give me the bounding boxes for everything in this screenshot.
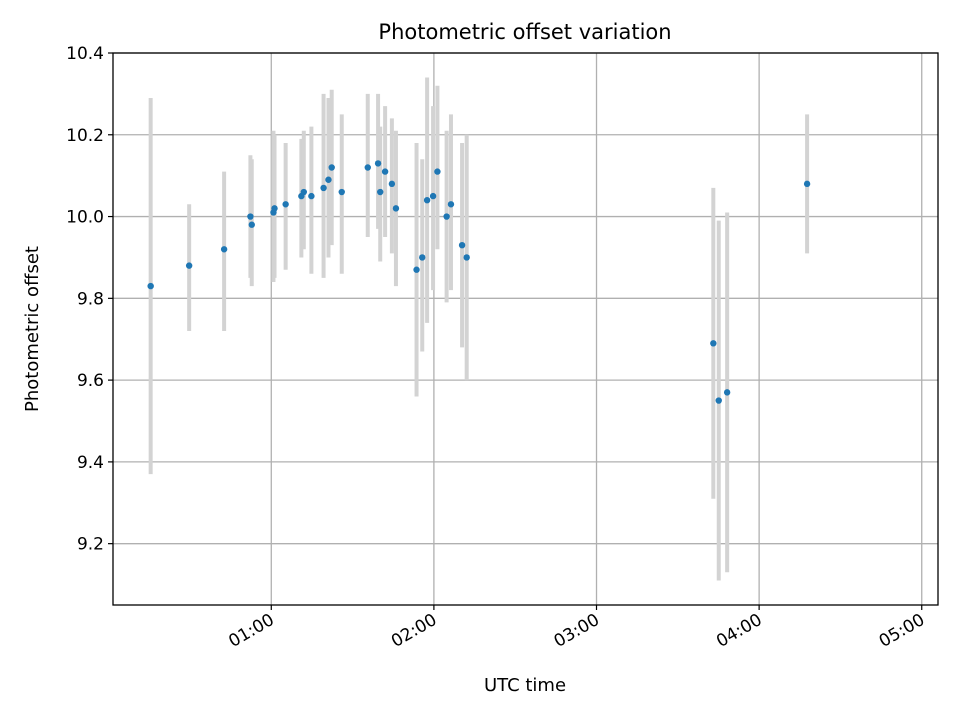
data-point bbox=[419, 254, 426, 261]
y-axis-label: Photometric offset bbox=[22, 246, 43, 412]
data-points bbox=[147, 160, 811, 404]
y-tick-label: 9.2 bbox=[77, 535, 104, 555]
y-tick-label: 9.6 bbox=[77, 371, 104, 391]
plot-frame bbox=[112, 52, 939, 606]
data-point bbox=[381, 168, 389, 175]
data-point bbox=[447, 201, 455, 208]
data-point bbox=[434, 168, 441, 175]
y-axis-ticks: 9.2 9.4 9.6 9.8 10.0 10.2 10.4 bbox=[66, 44, 113, 555]
data-point bbox=[429, 192, 437, 200]
y-tick-label: 10.4 bbox=[66, 44, 104, 64]
data-point bbox=[458, 241, 466, 249]
data-point bbox=[803, 180, 811, 188]
data-point bbox=[364, 164, 371, 171]
data-point bbox=[247, 213, 254, 220]
data-point bbox=[715, 397, 722, 404]
y-tick-label: 9.4 bbox=[77, 453, 104, 473]
data-point bbox=[413, 266, 420, 273]
data-point bbox=[377, 188, 384, 196]
data-point bbox=[320, 184, 327, 192]
data-point bbox=[325, 176, 332, 183]
data-point bbox=[388, 180, 396, 188]
data-point bbox=[147, 282, 154, 290]
data-point bbox=[723, 389, 731, 396]
data-point bbox=[710, 340, 717, 347]
data-point bbox=[220, 246, 228, 253]
data-point bbox=[392, 205, 400, 212]
data-point bbox=[374, 160, 382, 167]
y-tick-label: 10.2 bbox=[66, 126, 104, 146]
data-point bbox=[443, 213, 450, 220]
y-tick-label: 10.0 bbox=[66, 208, 104, 228]
data-point bbox=[248, 221, 255, 228]
data-point bbox=[463, 254, 470, 261]
chart-title: Photometric offset variation bbox=[378, 20, 671, 44]
data-point bbox=[308, 192, 315, 200]
data-point bbox=[271, 205, 278, 212]
y-tick-label: 9.8 bbox=[77, 289, 104, 309]
data-point bbox=[185, 262, 193, 269]
x-axis-label: UTC time bbox=[484, 675, 566, 696]
data-point bbox=[328, 164, 335, 171]
data-point bbox=[282, 201, 289, 208]
data-point bbox=[300, 188, 308, 196]
data-point bbox=[338, 188, 345, 196]
data-point bbox=[423, 197, 431, 204]
